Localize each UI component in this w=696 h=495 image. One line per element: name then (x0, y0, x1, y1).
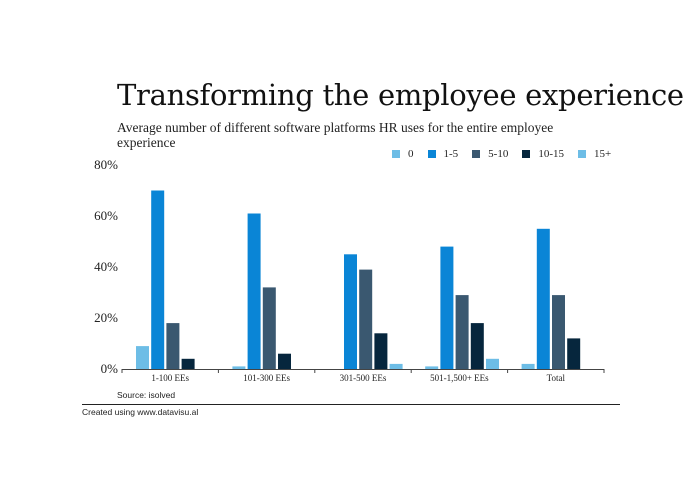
x-tick-label: 501-1,500+ EEs (430, 373, 489, 383)
bar (359, 269, 373, 369)
bar (440, 246, 454, 369)
credit-note: Created using www.datavisu.al (82, 407, 199, 417)
legend-swatch (522, 150, 531, 158)
legend-swatch (427, 150, 436, 158)
bar (262, 287, 276, 369)
bar (374, 333, 388, 369)
y-tick-label: 0% (101, 361, 119, 376)
legend-label: 0 (408, 148, 414, 160)
bar (455, 295, 469, 369)
y-tick-label: 20% (94, 310, 118, 325)
x-tick-label: 1-100 EEs (151, 373, 189, 383)
legend-swatch (392, 150, 400, 158)
legend-label: 15+ (594, 148, 612, 160)
source-note: Source: isolved (117, 390, 176, 400)
x-tick-label: 301-500 EEs (340, 373, 387, 383)
legend-item: 15+ (578, 148, 611, 160)
legend-item: 0 (392, 148, 414, 160)
bar (389, 363, 403, 369)
bar (151, 190, 165, 369)
bar (552, 295, 565, 369)
footer-divider (82, 404, 620, 405)
bar (181, 358, 195, 369)
legend-item: 5-10 (472, 148, 508, 160)
legend-item: 1-5 (427, 148, 459, 160)
legend-swatch (472, 150, 481, 158)
legend-label: 10-15 (538, 148, 565, 160)
legend-label: 1-5 (443, 148, 459, 160)
x-tick-label: Total (547, 373, 566, 383)
chart-title: Transforming the employee experience (117, 78, 684, 112)
y-tick-label: 40% (94, 259, 118, 274)
legend-swatch (578, 150, 587, 158)
bar (136, 346, 149, 369)
bar (247, 213, 261, 369)
y-tick-label: 60% (94, 208, 118, 223)
bar (278, 353, 291, 369)
chart-subtitle: Average number of different software pla… (117, 120, 554, 150)
legend-label: 5-10 (488, 148, 509, 160)
x-tick-label: 101-300 EEs (243, 373, 290, 383)
bar (521, 363, 535, 369)
bar (536, 228, 550, 370)
bar (486, 358, 499, 369)
bar (470, 323, 484, 369)
legend: 0 1-5 5-10 10-15 15+ (392, 147, 625, 161)
bar (344, 254, 357, 370)
bar (232, 366, 246, 369)
bar (166, 323, 180, 369)
y-tick-label: 80% (94, 157, 118, 172)
bar (425, 366, 439, 369)
legend-item: 10-15 (522, 148, 564, 160)
bar (567, 338, 581, 369)
